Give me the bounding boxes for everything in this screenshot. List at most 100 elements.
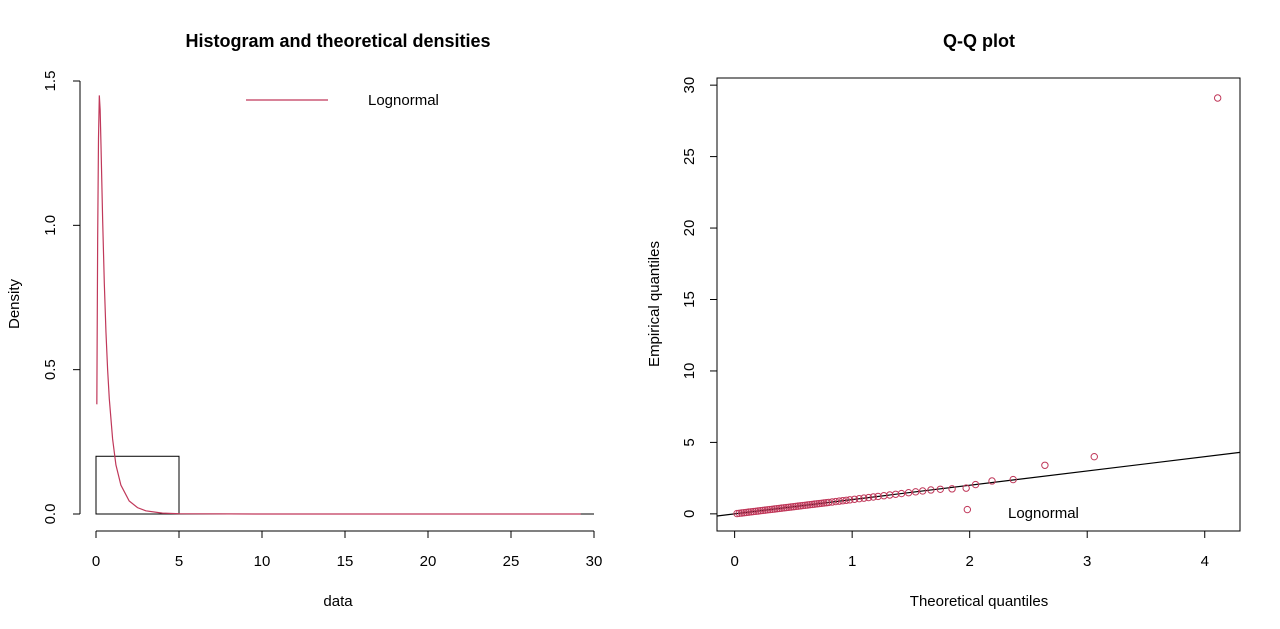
histogram-x-tick-label-0: 0	[92, 553, 100, 570]
qq-point-40	[828, 498, 836, 506]
qq-y-tick-label-2: 10	[681, 363, 698, 380]
qq-y-tick-label-5: 25	[681, 148, 698, 165]
qq-point-6	[747, 508, 755, 516]
qq-point-15	[768, 505, 776, 513]
qq-point-65	[1009, 475, 1017, 484]
qq-point-20	[780, 504, 788, 512]
qq-point-5	[745, 508, 753, 516]
qq-point-4	[742, 508, 751, 517]
qq-y-tick-label-3: 15	[681, 291, 698, 308]
histogram-x-tick-label-5: 25	[503, 553, 520, 570]
histogram-x-tick-label-2: 10	[254, 553, 271, 570]
qq-point-21	[782, 503, 791, 512]
qq-point-50	[869, 493, 878, 501]
qq-point-14	[766, 505, 774, 514]
qq-point-23	[787, 503, 795, 511]
qq-point-9	[754, 507, 762, 515]
qq-point-66	[1041, 461, 1049, 469]
qq-point-28	[799, 501, 807, 510]
qq-point-31	[806, 501, 814, 509]
qq-point-43	[839, 497, 847, 505]
qq-point-17	[773, 505, 781, 513]
qq-point-46	[850, 495, 859, 503]
qq-point-67	[1090, 452, 1098, 461]
qq-point-27	[796, 502, 805, 510]
histogram-bar-0	[95, 455, 180, 515]
qq-point-7	[749, 507, 758, 516]
qq-point-34	[813, 500, 821, 508]
qq-point-13	[763, 506, 772, 514]
qq-plot-panel: Q-Q plot Theoretical quantiles Empirical…	[646, 31, 1241, 610]
qq-y-tick-label-0: 0	[681, 510, 698, 518]
histogram-x-axis-label: data	[323, 593, 353, 610]
qq-point-8	[752, 507, 760, 515]
qq-x-tick-label-3: 3	[1083, 553, 1091, 570]
qq-x-tick-label-1: 1	[848, 553, 856, 570]
qq-point-68	[1213, 94, 1222, 102]
qq-point-0	[733, 509, 741, 518]
qq-point-45	[846, 496, 854, 504]
histogram-title: Histogram and theoretical densities	[185, 31, 490, 51]
qq-y-tick-label-4: 20	[681, 220, 698, 237]
qq-y-axis-label: Empirical quantiles	[646, 241, 663, 367]
qq-x-tick-label-4: 4	[1201, 553, 1209, 570]
histogram-legend-label: Lognormal	[368, 92, 439, 109]
qq-legend-label: Lognormal	[1008, 505, 1079, 522]
qq-point-64	[988, 477, 996, 485]
qq-point-12	[761, 506, 769, 514]
qq-point-22	[784, 503, 793, 511]
qq-point-18	[775, 504, 783, 513]
qq-point-33	[810, 500, 819, 508]
qq-point-37	[820, 499, 828, 507]
qq-point-62	[962, 484, 970, 492]
qq-point-48	[860, 494, 868, 502]
qq-point-3	[740, 509, 748, 517]
qq-point-49	[864, 493, 873, 502]
qq-point-35	[815, 499, 823, 508]
qq-point-25	[792, 502, 800, 511]
qq-point-69	[963, 505, 972, 514]
qq-y-tick-label-6: 30	[681, 77, 698, 94]
qq-point-11	[759, 506, 767, 515]
qq-point-24	[789, 503, 798, 511]
qq-point-26	[794, 502, 802, 510]
qq-x-tick-label-0: 0	[730, 553, 738, 570]
qq-point-57	[911, 488, 920, 496]
histogram-y-tick-label-2: 1.0	[42, 215, 59, 236]
qq-point-61	[948, 485, 956, 493]
qq-point-16	[770, 505, 779, 513]
histogram-y-tick-label-3: 1.5	[42, 71, 59, 92]
qq-point-59	[927, 486, 935, 494]
qq-point-1	[735, 509, 744, 517]
qq-point-44	[842, 496, 850, 504]
lognormal-density-curve	[96, 95, 581, 515]
histogram-x-tick-label-4: 20	[420, 553, 437, 570]
qq-point-42	[835, 497, 843, 505]
histogram-y-tick-label-1: 0.5	[42, 359, 59, 380]
histogram-y-axis-label: Density	[6, 278, 23, 329]
qq-point-60	[936, 485, 945, 493]
qq-x-tick-label-2: 2	[966, 553, 974, 570]
qq-point-41	[832, 497, 840, 506]
qq-point-39	[824, 498, 833, 507]
qq-point-19	[777, 504, 786, 512]
qq-plot-box	[716, 77, 1241, 532]
qq-point-36	[817, 499, 826, 507]
qq-title: Q-Q plot	[943, 31, 1015, 51]
qq-point-32	[808, 500, 816, 509]
qq-point-47	[855, 495, 863, 503]
histogram-x-tick-label-1: 5	[175, 553, 183, 570]
qq-point-2	[737, 509, 746, 517]
qq-y-tick-label-1: 5	[681, 438, 698, 446]
histogram-x-tick-label-3: 15	[337, 553, 354, 570]
qq-point-56	[904, 489, 913, 497]
histogram-y-tick-label-0: 0.0	[42, 504, 59, 525]
qq-point-58	[918, 487, 927, 495]
qq-point-10	[756, 507, 765, 515]
qq-point-29	[801, 501, 809, 509]
qq-point-63	[971, 480, 980, 489]
qq-point-30	[803, 501, 812, 509]
histogram-panel: Histogram and theoretical densities data…	[6, 31, 602, 610]
qq-x-axis-label: Theoretical quantiles	[910, 593, 1048, 610]
